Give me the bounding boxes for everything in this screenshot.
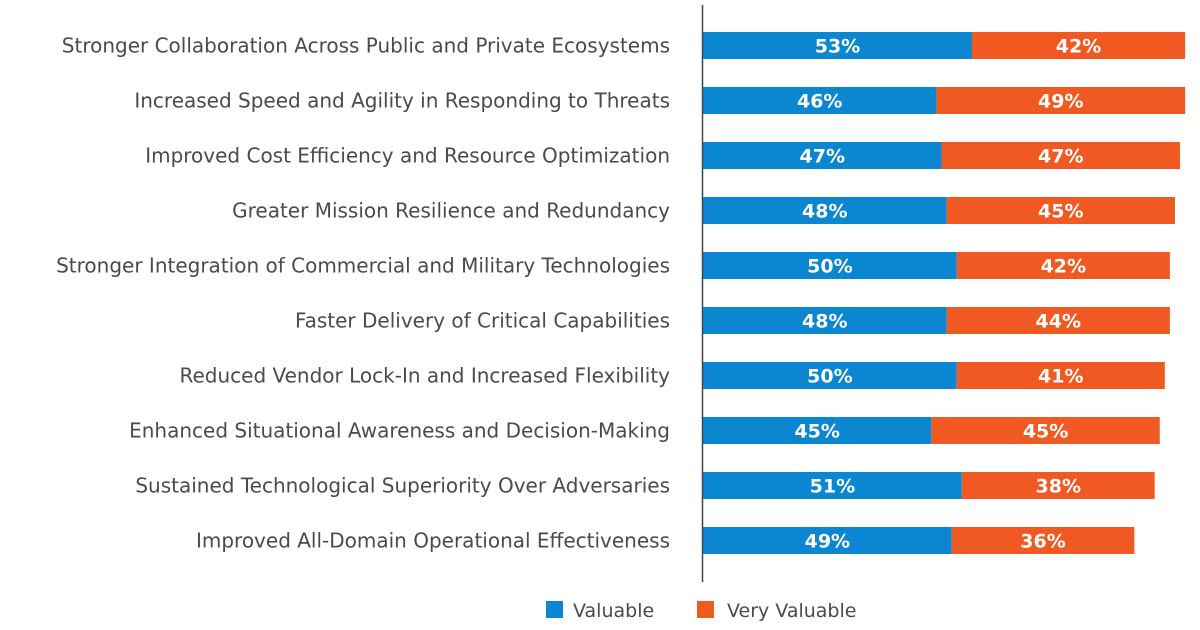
- bar-very-valuable: [956, 362, 1165, 389]
- bar-valuable: [703, 87, 937, 114]
- data-label-very-valuable: 42%: [1056, 36, 1101, 58]
- category-label: Reduced Vendor Lock-In and Increased Fle…: [179, 364, 670, 388]
- legend-label-very-valuable: Very Valuable: [727, 600, 856, 622]
- data-label-very-valuable: 49%: [1038, 91, 1083, 113]
- category-label: Improved All-Domain Operational Effectiv…: [196, 529, 670, 553]
- bar-very-valuable: [946, 307, 1170, 334]
- bar-valuable: [703, 417, 932, 444]
- bar-very-valuable: [971, 32, 1186, 59]
- legend-swatch-valuable: [546, 601, 563, 618]
- bar-valuable: [703, 362, 957, 389]
- data-label-very-valuable: 41%: [1038, 366, 1083, 388]
- bar-valuable: [703, 252, 957, 279]
- bar-very-valuable: [956, 252, 1170, 279]
- data-label-valuable: 46%: [797, 91, 842, 113]
- data-label-very-valuable: 38%: [1036, 476, 1081, 498]
- data-label-very-valuable: 47%: [1038, 146, 1083, 168]
- data-label-very-valuable: 45%: [1023, 421, 1068, 443]
- data-label-valuable: 51%: [810, 476, 855, 498]
- category-label: Faster Delivery of Critical Capabilities: [295, 309, 670, 333]
- category-label: Sustained Technological Superiority Over…: [135, 474, 670, 498]
- data-label-valuable: 50%: [807, 366, 852, 388]
- bar-valuable: [703, 472, 962, 499]
- bar-very-valuable: [951, 527, 1135, 554]
- bar-very-valuable: [946, 197, 1175, 224]
- bar-very-valuable: [931, 417, 1160, 444]
- category-label: Stronger Integration of Commercial and M…: [56, 254, 670, 278]
- legend-swatch-very-valuable: [697, 601, 714, 618]
- data-label-valuable: 45%: [794, 421, 839, 443]
- legend-label-valuable: Valuable: [573, 600, 654, 622]
- data-label-valuable: 47%: [800, 146, 845, 168]
- bars: 53% 42% 46% 49% 47% 47% 48% 45% 50% 42% 48% 44% 50% 4…: [703, 32, 1186, 554]
- data-label-very-valuable: 36%: [1020, 531, 1065, 553]
- data-label-valuable: 50%: [807, 256, 852, 278]
- bar-very-valuable: [941, 142, 1181, 169]
- data-label-valuable: 49%: [805, 531, 850, 553]
- data-label-valuable: 53%: [815, 36, 860, 58]
- data-label-very-valuable: 45%: [1038, 201, 1083, 223]
- category-label: Greater Mission Resilience and Redundanc…: [232, 199, 670, 223]
- bar-valuable: [703, 527, 952, 554]
- data-label-valuable: 48%: [802, 311, 847, 333]
- category-labels: Stronger Collaboration Across Public and…: [56, 34, 670, 553]
- data-label-very-valuable: 42%: [1041, 256, 1086, 278]
- bar-valuable: [703, 307, 947, 334]
- bar-valuable: [703, 32, 972, 59]
- bar-valuable: [703, 142, 942, 169]
- category-label: Improved Cost Efficiency and Resource Op…: [145, 144, 670, 168]
- bar-very-valuable: [961, 472, 1155, 499]
- bar-valuable: [703, 197, 947, 224]
- data-label-valuable: 48%: [802, 201, 847, 223]
- category-label: Stronger Collaboration Across Public and…: [62, 34, 670, 58]
- category-label: Enhanced Situational Awareness and Decis…: [129, 419, 670, 443]
- bar-very-valuable: [936, 87, 1186, 114]
- category-label: Increased Speed and Agility in Respondin…: [134, 89, 670, 113]
- legend: Valuable Very Valuable: [546, 600, 856, 622]
- data-label-very-valuable: 44%: [1036, 311, 1081, 333]
